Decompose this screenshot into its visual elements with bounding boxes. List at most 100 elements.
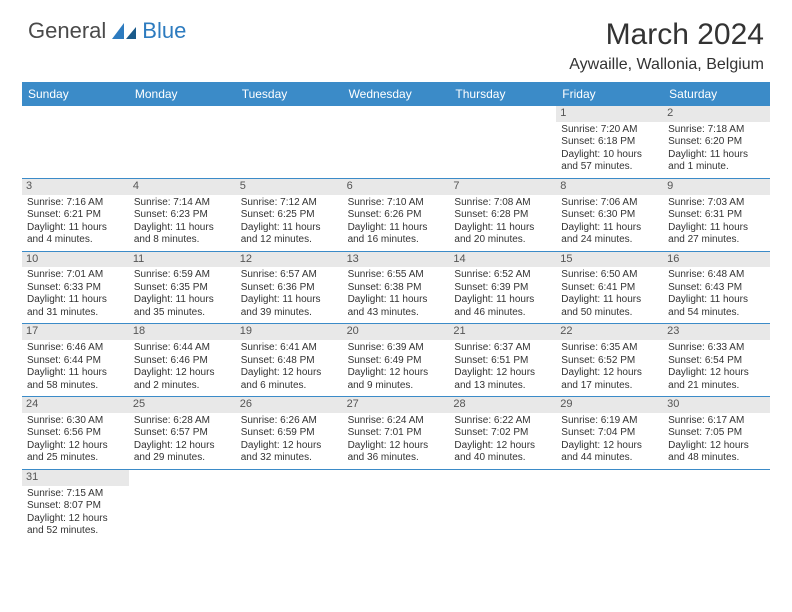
day-header-cell: Saturday — [663, 82, 770, 106]
sunrise-text: Sunrise: 6:39 AM — [348, 342, 445, 355]
daylight-text: Daylight: 11 hours and 58 minutes. — [27, 367, 124, 392]
day-number: 5 — [236, 179, 343, 195]
sunset-text: Sunset: 6:30 PM — [561, 209, 658, 222]
day-number: 15 — [556, 252, 663, 268]
daylight-text: Daylight: 11 hours and 31 minutes. — [27, 294, 124, 319]
day-cell: 17Sunrise: 6:46 AMSunset: 6:44 PMDayligh… — [22, 324, 129, 396]
day-number: 13 — [343, 252, 450, 268]
daylight-text: Daylight: 11 hours and 4 minutes. — [27, 222, 124, 247]
sunrise-text: Sunrise: 6:41 AM — [241, 342, 338, 355]
daylight-text: Daylight: 11 hours and 43 minutes. — [348, 294, 445, 319]
logo-sail-icon — [110, 21, 138, 41]
sunrise-text: Sunrise: 6:48 AM — [668, 269, 765, 282]
sunrise-text: Sunrise: 6:52 AM — [454, 269, 551, 282]
sunrise-text: Sunrise: 7:06 AM — [561, 197, 658, 210]
day-number: 1 — [556, 106, 663, 122]
day-cell: 9Sunrise: 7:03 AMSunset: 6:31 PMDaylight… — [663, 179, 770, 251]
day-cell: 3Sunrise: 7:16 AMSunset: 6:21 PMDaylight… — [22, 179, 129, 251]
sunrise-text: Sunrise: 6:17 AM — [668, 415, 765, 428]
week-row: 24Sunrise: 6:30 AMSunset: 6:56 PMDayligh… — [22, 397, 770, 470]
day-cell: 2Sunrise: 7:18 AMSunset: 6:20 PMDaylight… — [663, 106, 770, 178]
daylight-text: Daylight: 12 hours and 2 minutes. — [134, 367, 231, 392]
title-block: March 2024 Aywaille, Wallonia, Belgium — [569, 18, 764, 74]
sunset-text: Sunset: 6:31 PM — [668, 209, 765, 222]
daylight-text: Daylight: 11 hours and 1 minute. — [668, 149, 765, 174]
day-number: 3 — [22, 179, 129, 195]
sunrise-text: Sunrise: 7:20 AM — [561, 124, 658, 137]
daylight-text: Daylight: 12 hours and 21 minutes. — [668, 367, 765, 392]
day-cell: 31Sunrise: 7:15 AMSunset: 8:07 PMDayligh… — [22, 470, 129, 542]
day-number: 7 — [449, 179, 556, 195]
day-cell: 10Sunrise: 7:01 AMSunset: 6:33 PMDayligh… — [22, 252, 129, 324]
sunrise-text: Sunrise: 6:44 AM — [134, 342, 231, 355]
day-number: 28 — [449, 397, 556, 413]
day-cell: 4Sunrise: 7:14 AMSunset: 6:23 PMDaylight… — [129, 179, 236, 251]
daylight-text: Daylight: 11 hours and 27 minutes. — [668, 222, 765, 247]
daylight-text: Daylight: 11 hours and 20 minutes. — [454, 222, 551, 247]
day-number: 26 — [236, 397, 343, 413]
day-cell: 13Sunrise: 6:55 AMSunset: 6:38 PMDayligh… — [343, 252, 450, 324]
sunrise-text: Sunrise: 7:14 AM — [134, 197, 231, 210]
daylight-text: Daylight: 10 hours and 57 minutes. — [561, 149, 658, 174]
day-header-cell: Wednesday — [343, 82, 450, 106]
sunset-text: Sunset: 6:21 PM — [27, 209, 124, 222]
sunrise-text: Sunrise: 7:10 AM — [348, 197, 445, 210]
sunset-text: Sunset: 6:25 PM — [241, 209, 338, 222]
logo: General Blue — [28, 18, 186, 44]
day-number: 14 — [449, 252, 556, 268]
sunrise-text: Sunrise: 6:55 AM — [348, 269, 445, 282]
sunset-text: Sunset: 6:35 PM — [134, 282, 231, 295]
day-cell: 24Sunrise: 6:30 AMSunset: 6:56 PMDayligh… — [22, 397, 129, 469]
sunrise-text: Sunrise: 6:59 AM — [134, 269, 231, 282]
sunset-text: Sunset: 6:36 PM — [241, 282, 338, 295]
day-number: 12 — [236, 252, 343, 268]
day-cell: 21Sunrise: 6:37 AMSunset: 6:51 PMDayligh… — [449, 324, 556, 396]
sunset-text: Sunset: 6:33 PM — [27, 282, 124, 295]
empty-cell — [343, 470, 450, 542]
sunset-text: Sunset: 6:41 PM — [561, 282, 658, 295]
daylight-text: Daylight: 12 hours and 17 minutes. — [561, 367, 658, 392]
daylight-text: Daylight: 11 hours and 50 minutes. — [561, 294, 658, 319]
sunrise-text: Sunrise: 7:15 AM — [27, 488, 124, 501]
day-number: 31 — [22, 470, 129, 486]
sunrise-text: Sunrise: 6:24 AM — [348, 415, 445, 428]
day-number: 10 — [22, 252, 129, 268]
daylight-text: Daylight: 11 hours and 12 minutes. — [241, 222, 338, 247]
day-cell: 29Sunrise: 6:19 AMSunset: 7:04 PMDayligh… — [556, 397, 663, 469]
calendar: SundayMondayTuesdayWednesdayThursdayFrid… — [0, 82, 792, 542]
sunrise-text: Sunrise: 6:57 AM — [241, 269, 338, 282]
day-number: 18 — [129, 324, 236, 340]
daylight-text: Daylight: 12 hours and 48 minutes. — [668, 440, 765, 465]
daylight-text: Daylight: 11 hours and 8 minutes. — [134, 222, 231, 247]
header: General Blue March 2024 Aywaille, Wallon… — [0, 0, 792, 82]
sunset-text: Sunset: 6:52 PM — [561, 355, 658, 368]
sunrise-text: Sunrise: 6:33 AM — [668, 342, 765, 355]
sunset-text: Sunset: 7:05 PM — [668, 427, 765, 440]
day-header-cell: Tuesday — [236, 82, 343, 106]
daylight-text: Daylight: 11 hours and 54 minutes. — [668, 294, 765, 319]
day-number: 29 — [556, 397, 663, 413]
sunrise-text: Sunrise: 6:35 AM — [561, 342, 658, 355]
day-number: 11 — [129, 252, 236, 268]
sunset-text: Sunset: 6:59 PM — [241, 427, 338, 440]
day-number: 6 — [343, 179, 450, 195]
day-number: 23 — [663, 324, 770, 340]
week-row: 10Sunrise: 7:01 AMSunset: 6:33 PMDayligh… — [22, 252, 770, 325]
daylight-text: Daylight: 12 hours and 6 minutes. — [241, 367, 338, 392]
empty-cell — [236, 470, 343, 542]
sunset-text: Sunset: 6:46 PM — [134, 355, 231, 368]
day-cell: 19Sunrise: 6:41 AMSunset: 6:48 PMDayligh… — [236, 324, 343, 396]
daylight-text: Daylight: 12 hours and 44 minutes. — [561, 440, 658, 465]
day-cell: 8Sunrise: 7:06 AMSunset: 6:30 PMDaylight… — [556, 179, 663, 251]
sunset-text: Sunset: 7:01 PM — [348, 427, 445, 440]
day-cell: 14Sunrise: 6:52 AMSunset: 6:39 PMDayligh… — [449, 252, 556, 324]
day-cell: 20Sunrise: 6:39 AMSunset: 6:49 PMDayligh… — [343, 324, 450, 396]
day-number: 8 — [556, 179, 663, 195]
daylight-text: Daylight: 11 hours and 35 minutes. — [134, 294, 231, 319]
day-number: 19 — [236, 324, 343, 340]
sunset-text: Sunset: 6:23 PM — [134, 209, 231, 222]
empty-cell — [343, 106, 450, 178]
day-cell: 1Sunrise: 7:20 AMSunset: 6:18 PMDaylight… — [556, 106, 663, 178]
sunset-text: Sunset: 6:56 PM — [27, 427, 124, 440]
empty-cell — [129, 106, 236, 178]
